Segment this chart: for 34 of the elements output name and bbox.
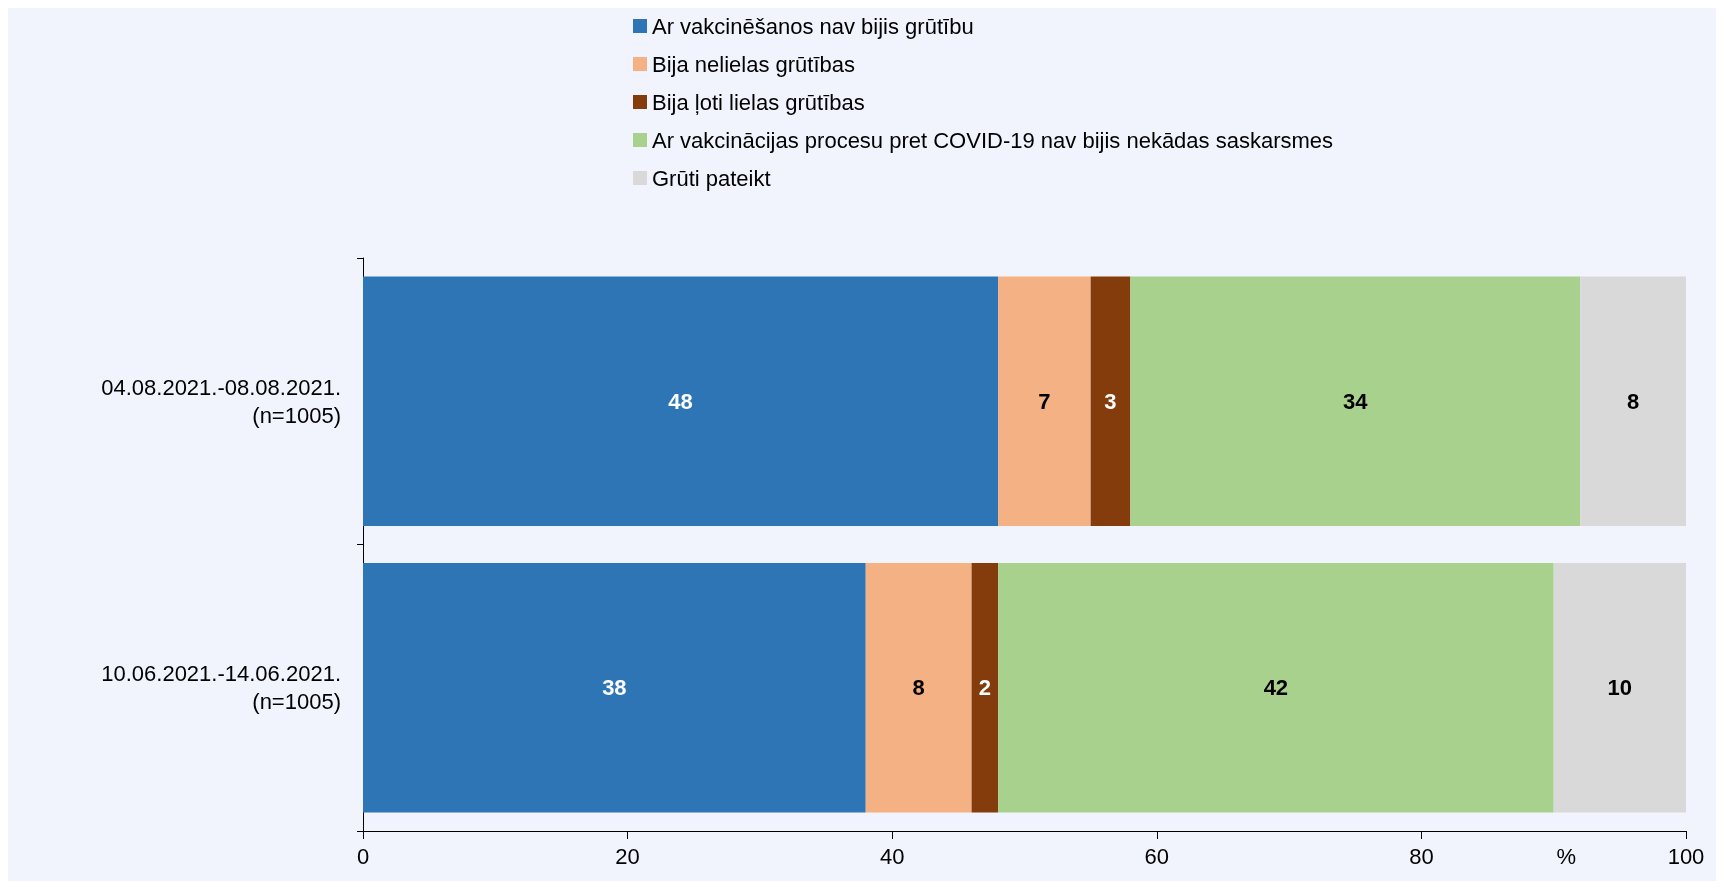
legend-label: Ar vakcinācijas procesu pret COVID-19 nav bijis nekādas saskarsmes xyxy=(652,127,1334,153)
bar xyxy=(1130,276,1581,526)
bar xyxy=(1090,276,1131,526)
bar xyxy=(1553,563,1686,813)
y-tick-label: 10.06.2021.-14.06.2021. (n=1005) xyxy=(101,661,341,715)
data-label: 42 xyxy=(1263,675,1289,701)
legend-label: Ar vakcinēšanos nav bijis grūtību xyxy=(652,13,974,39)
x-tick-label: 0 xyxy=(356,843,370,869)
legend-label: Bija nelielas grūtības xyxy=(652,51,856,77)
data-label: 34 xyxy=(1343,388,1369,414)
data-label: 10 xyxy=(1607,675,1633,701)
bar xyxy=(1580,276,1686,526)
bar xyxy=(998,563,1554,813)
data-label: 38 xyxy=(602,675,627,701)
data-label: 8 xyxy=(1626,388,1640,414)
bar xyxy=(363,276,999,526)
legend-label: Grūti pateikt xyxy=(652,165,771,191)
data-label: 8 xyxy=(912,675,925,701)
x-tick-label: 20 xyxy=(615,843,640,869)
x-tick-label: 40 xyxy=(879,843,905,869)
legend-label: Bija ļoti lielas grūtības xyxy=(652,89,865,115)
bar xyxy=(363,563,866,813)
bar xyxy=(865,563,972,813)
data-label: 2 xyxy=(978,675,991,701)
y-tick-label: 04.08.2021.-08.08.2021. (n=1005) xyxy=(101,374,341,428)
data-label: 3 xyxy=(1104,388,1117,414)
x-tick-label: 100 xyxy=(1667,843,1705,869)
data-label: 48 xyxy=(668,388,693,414)
bar xyxy=(998,276,1091,526)
data-label: 7 xyxy=(1038,388,1051,414)
x-tick-label: 80 xyxy=(1409,843,1434,869)
x-tick-label: 60 xyxy=(1144,843,1170,869)
x-axis-title: % xyxy=(1556,843,1576,869)
bar xyxy=(971,563,999,813)
